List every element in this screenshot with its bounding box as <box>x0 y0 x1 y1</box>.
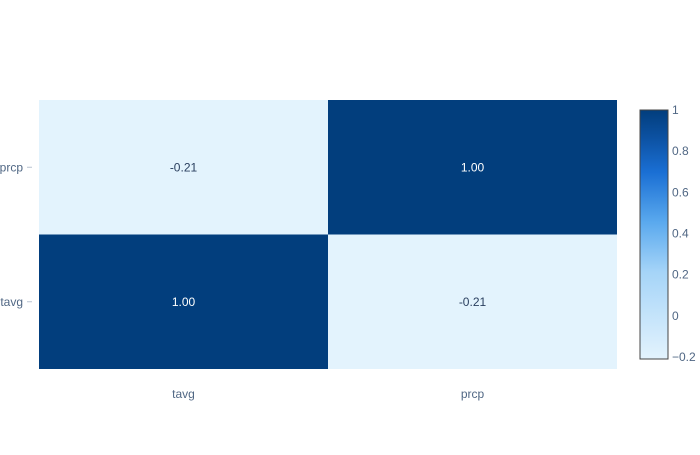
colorbar-tick-label: 1 <box>672 103 679 117</box>
y-axis-ticks: tavg prcp <box>0 160 32 309</box>
heatmap-cell-prcp-prcp <box>328 100 617 235</box>
colorbar-tick-label: 0 <box>672 309 679 323</box>
colorbar-tick-label: 0.2 <box>672 268 689 282</box>
heatmap-cell-prcp-tavg <box>39 100 328 235</box>
heatmap-cell-tavg-prcp <box>328 234 617 369</box>
cell-value-label: -0.21 <box>459 295 487 309</box>
cell-value-label: -0.21 <box>170 160 198 174</box>
colorbar-tick-label: −0.2 <box>672 350 696 364</box>
y-tick-label: tavg <box>0 295 23 309</box>
colorbar-tick-label: 0.6 <box>672 185 689 199</box>
x-axis-ticks: tavg prcp <box>172 387 484 401</box>
heatmap-cells <box>39 100 617 369</box>
colorbar-tick-label: 0.8 <box>672 144 689 158</box>
y-tick-label: prcp <box>0 160 23 174</box>
x-tick-label: prcp <box>461 387 485 401</box>
heatmap-cell-tavg-tavg <box>39 234 328 369</box>
x-tick-label: tavg <box>172 387 195 401</box>
heatmap-cell-labels: 1.00 -0.21 -0.21 1.00 <box>170 160 487 309</box>
colorbar-gradient <box>639 109 669 360</box>
colorbar-tick-label: 0.4 <box>672 226 689 240</box>
cell-value-label: 1.00 <box>172 295 196 309</box>
colorbar: 1 0.8 0.6 0.4 0.2 0 −0.2 <box>639 103 696 364</box>
cell-value-label: 1.00 <box>461 160 485 174</box>
